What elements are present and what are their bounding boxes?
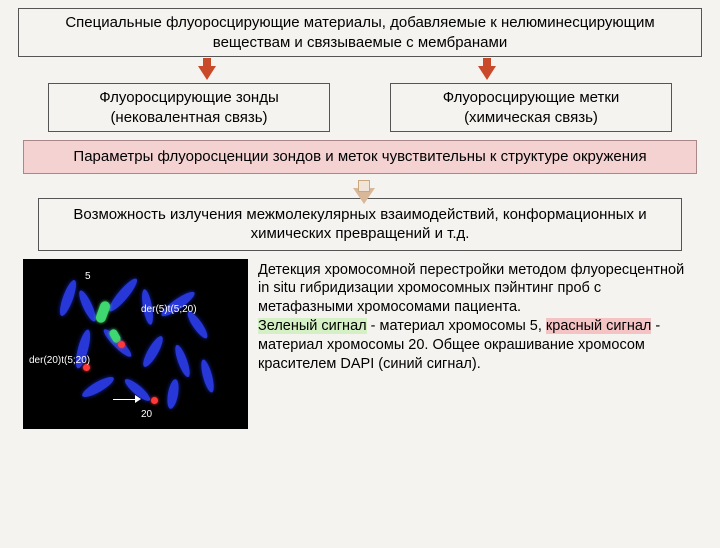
title-text: Специальные флуоросцирующие материалы, д… bbox=[65, 14, 654, 51]
img-label-der20: der(20)t(5;20) bbox=[29, 355, 90, 366]
arrow-down-icon bbox=[478, 66, 496, 80]
img-label-20: 20 bbox=[141, 409, 152, 420]
probe-right-box: Флуоросцирующие метки (химическая связь) bbox=[390, 83, 672, 132]
arrow-down-outline-icon bbox=[353, 188, 375, 204]
sensitivity-text: Параметры флуоросценции зондов и меток ч… bbox=[73, 148, 646, 165]
desc-p1: Детекция хромосомной перестройки методом… bbox=[258, 262, 684, 316]
conclusion-box: Возможность излучения межмолекулярных вз… bbox=[38, 198, 682, 251]
fish-image: 5 der(5)t(5;20) der(20)t(5;20) 20 bbox=[23, 259, 248, 429]
probe-left-text: Флуоросцирующие зонды (нековалентная свя… bbox=[99, 89, 279, 126]
arrow-down-icon bbox=[198, 66, 216, 80]
description: Детекция хромосомной перестройки методом… bbox=[258, 259, 697, 429]
sensitivity-box: Параметры флуоросценции зондов и меток ч… bbox=[23, 140, 697, 174]
desc-p2a: - материал хромосомы 5, bbox=[367, 318, 542, 334]
title-box: Специальные флуоросцирующие материалы, д… bbox=[18, 8, 702, 57]
img-label-der5: der(5)t(5;20) bbox=[141, 304, 197, 315]
conclusion-text: Возможность излучения межмолекулярных вз… bbox=[73, 206, 646, 243]
highlight-red: красный сигнал bbox=[546, 318, 651, 334]
bottom-row: 5 der(5)t(5;20) der(20)t(5;20) 20 Детекц… bbox=[23, 259, 697, 429]
probe-right-text: Флуоросцирующие метки (химическая связь) bbox=[443, 89, 620, 126]
probe-left-box: Флуоросцирующие зонды (нековалентная свя… bbox=[48, 83, 330, 132]
highlight-green: Зеленый сигнал bbox=[258, 318, 367, 334]
img-label-5: 5 bbox=[85, 271, 91, 282]
slide: Специальные флуоросцирующие материалы, д… bbox=[8, 8, 712, 532]
probe-row: Флуоросцирующие зонды (нековалентная свя… bbox=[8, 83, 712, 132]
